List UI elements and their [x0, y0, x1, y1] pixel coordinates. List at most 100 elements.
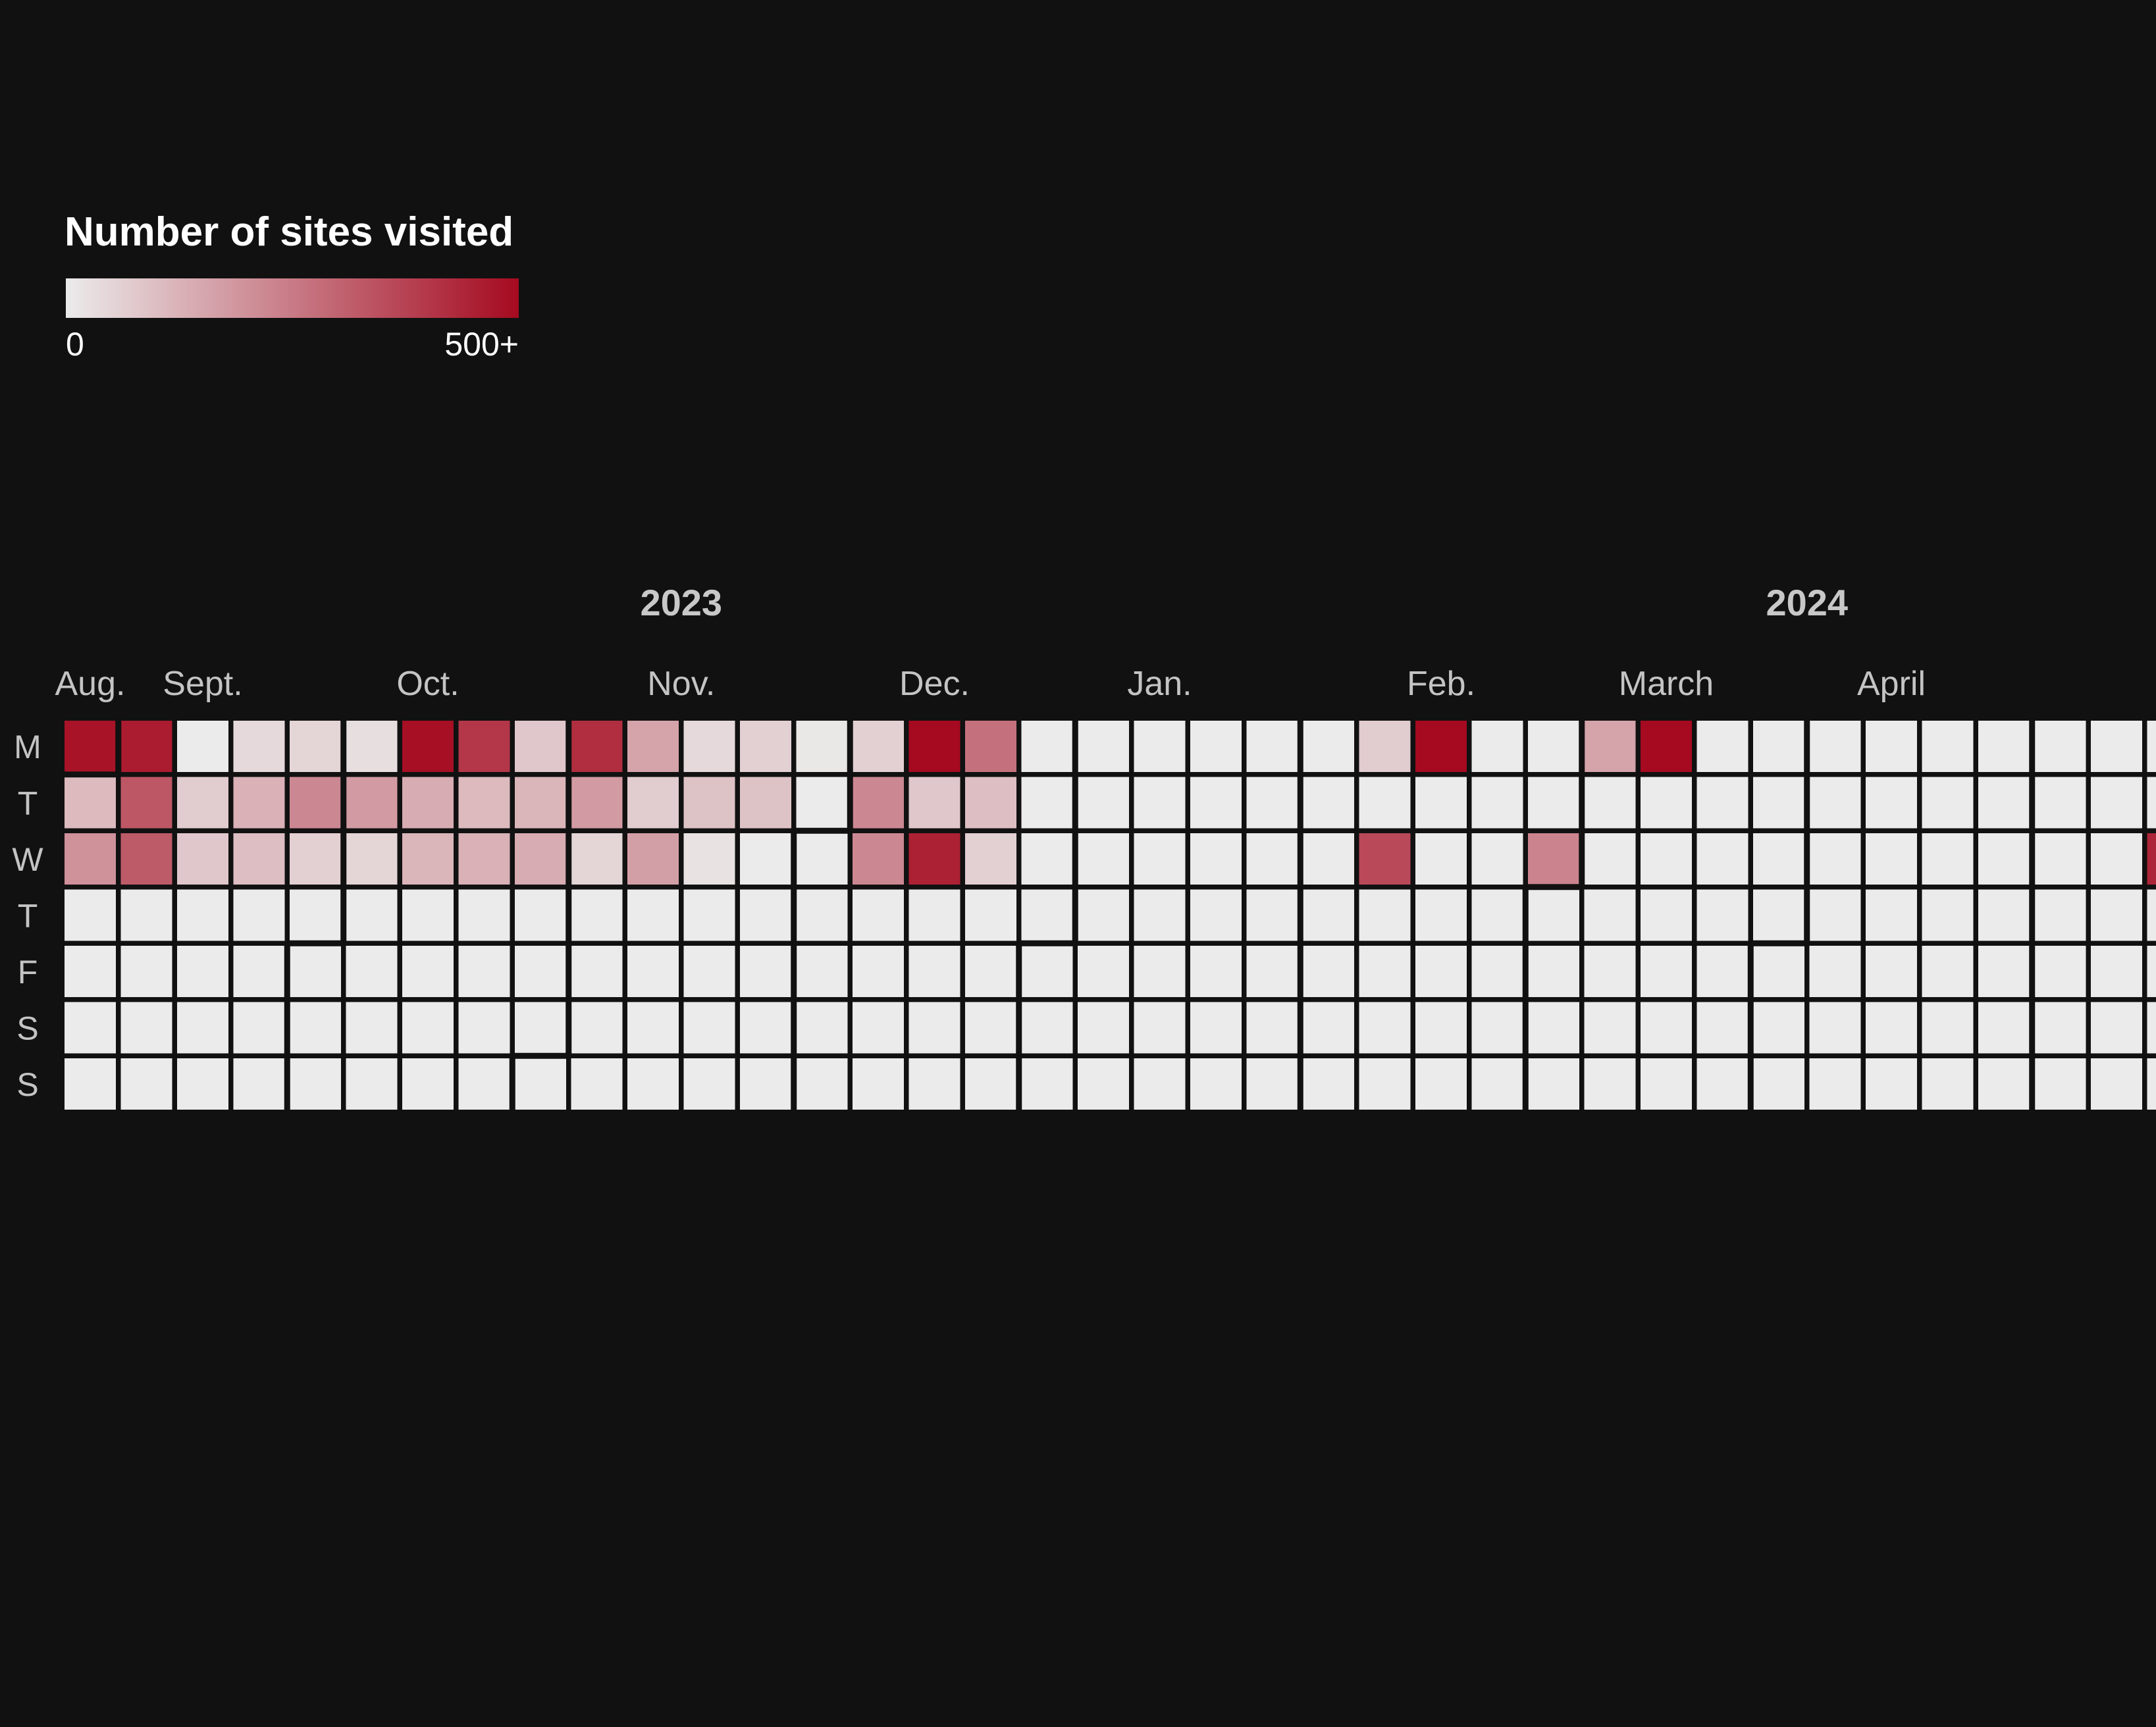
heatmap-cell [120, 1058, 172, 1110]
heatmap-cell [233, 946, 285, 997]
heatmap-cell [1584, 1058, 1636, 1110]
heatmap-cell [458, 777, 510, 829]
heatmap-cell [346, 1002, 398, 1054]
heatmap-cell [571, 889, 623, 941]
heatmap-cell [796, 889, 848, 941]
heatmap-cell [1471, 777, 1523, 829]
heatmap-cell [402, 889, 454, 941]
heatmap-cell [2034, 721, 2086, 772]
heatmap-cell [1303, 777, 1354, 829]
heatmap-cell [965, 889, 1016, 941]
month-label: Feb. [1407, 665, 1475, 703]
heatmap-cell [1641, 946, 1692, 997]
heatmap-cell [120, 946, 172, 997]
heatmap-cell [402, 721, 454, 772]
heatmap-cell [402, 777, 454, 829]
heatmap-cell [1696, 721, 1748, 772]
month-label: April [1857, 665, 1926, 703]
legend-title: Number of sites visited [65, 209, 513, 255]
heatmap-cell [1415, 889, 1467, 941]
day-label: W [12, 841, 43, 878]
heatmap-cell [515, 777, 566, 829]
heatmap-cell [515, 889, 566, 941]
heatmap-cell [120, 833, 172, 885]
heatmap-cell [2147, 1058, 2156, 1110]
heatmap-cell [2147, 777, 2156, 829]
heatmap-cell [1303, 833, 1354, 885]
heatmap-cell [1471, 721, 1523, 772]
month-label: Nov. [647, 665, 715, 703]
heatmap-cell [965, 946, 1016, 997]
heatmap-cell [571, 1058, 623, 1110]
heatmap-cell [1809, 1002, 1861, 1054]
heatmap-cell [965, 1058, 1016, 1110]
year-label: 2024 [1766, 582, 1848, 623]
heatmap-cell [683, 721, 735, 772]
heatmap-cell [1922, 1002, 1974, 1054]
heatmap-cell [402, 1002, 454, 1054]
heatmap-cell [2091, 721, 2142, 772]
heatmap-cell [458, 946, 510, 997]
heatmap-cell [1190, 721, 1242, 772]
heatmap-cell [1696, 1002, 1748, 1054]
heatmap-cell [1246, 889, 1298, 941]
heatmap-cell [1021, 721, 1073, 772]
heatmap-cell [571, 721, 623, 772]
heatmap-cell [2147, 1002, 2156, 1054]
heatmap-cell [853, 1002, 904, 1054]
heatmap-cell [1696, 1058, 1748, 1110]
heatmap-cell [796, 833, 848, 885]
legend-max-label: 500+ [444, 326, 519, 363]
heatmap-cell [1809, 833, 1861, 885]
heatmap-cell [683, 1002, 735, 1054]
day-label: S [16, 1010, 38, 1047]
year-label: 2023 [640, 582, 722, 623]
heatmap-cell [1922, 777, 1974, 829]
heatmap-cell [1021, 946, 1073, 997]
heatmap-cell [402, 946, 454, 997]
heatmap-cell [1809, 889, 1861, 941]
heatmap-cells [65, 721, 2156, 1110]
heatmap-cell [177, 1058, 228, 1110]
heatmap-cell [740, 833, 791, 885]
heatmap-cell [1078, 777, 1129, 829]
heatmap-cell [1696, 833, 1748, 885]
heatmap-cell [1528, 1002, 1579, 1054]
heatmap-cell [683, 833, 735, 885]
heatmap-cell [1866, 1058, 1917, 1110]
heatmap-cell [1753, 833, 1804, 885]
heatmap-cell [65, 833, 116, 885]
heatmap-cell [1246, 946, 1298, 997]
heatmap-cell [290, 777, 341, 829]
heatmap-cell [853, 777, 904, 829]
heatmap-cell [346, 889, 398, 941]
heatmap-cell [1922, 721, 1974, 772]
heatmap-cell [571, 946, 623, 997]
heatmap-cell [65, 889, 116, 941]
heatmap-cell [1359, 1058, 1411, 1110]
heatmap-cell [1415, 721, 1467, 772]
heatmap-cell [1134, 833, 1186, 885]
month-label: Oct. [396, 665, 459, 703]
heatmap-cell [1078, 889, 1129, 941]
heatmap-cell [1190, 1058, 1242, 1110]
heatmap-cell [2091, 833, 2142, 885]
heatmap-cell [571, 833, 623, 885]
heatmap-cell [1584, 833, 1636, 885]
heatmap-cell [515, 946, 566, 997]
day-label: T [18, 898, 38, 935]
heatmap-cell [233, 1002, 285, 1054]
heatmap-cell [1021, 833, 1073, 885]
heatmap-cell [1246, 1058, 1298, 1110]
heatmap-cell [2091, 777, 2142, 829]
heatmap-cell [2034, 1058, 2086, 1110]
heatmap-cell [1246, 833, 1298, 885]
heatmap-cell [796, 1002, 848, 1054]
heatmap-cell [1190, 1002, 1242, 1054]
heatmap-cell [1809, 1058, 1861, 1110]
heatmap-cell [65, 777, 116, 829]
heatmap-cell [290, 1002, 341, 1054]
heatmap-cell [402, 833, 454, 885]
heatmap-cell [1303, 889, 1354, 941]
